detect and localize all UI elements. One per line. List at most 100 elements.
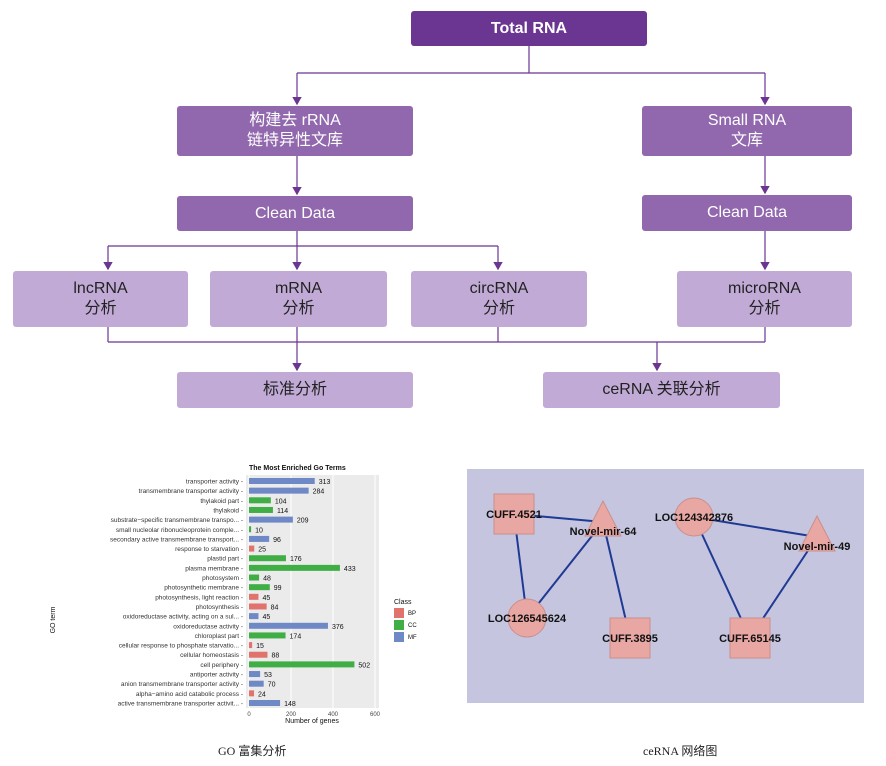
bar-4 [249,516,293,523]
y-tick-label: thylakoid - [213,507,243,514]
y-tick-label: plastid part - [207,556,243,563]
clean-data-right-box: Clean Data [642,195,852,231]
x-tick-label: 600 [370,712,381,718]
data-label: 209 [297,518,309,525]
data-label: 53 [264,672,272,679]
cerna-caption: ceRNA 网络图 [643,744,718,758]
y-tick-label: chloroplast part - [195,633,243,640]
data-label: 99 [274,585,282,592]
y-tick-label: thylakoid part - [200,498,243,505]
y-axis-label: GO term [50,606,57,633]
y-tick-label: photosynthesis, light reaction - [155,594,243,601]
node-square [609,617,651,659]
bar-23 [249,700,281,706]
bar-13 [249,603,267,610]
y-tick-label: cellular homeostasis - [180,652,243,659]
node-label: LOC126545624 [488,613,567,625]
y-tick-label: transporter activity - [186,479,243,486]
strand-specific-library-box: 构建去 rRNA 链特异性文库 [177,106,413,156]
y-tick-label: oxidoreductase activity, acting on a sul… [123,614,243,621]
node-label: Novel-mir-64 [570,526,638,538]
bar-7 [249,545,255,552]
bar-9 [249,564,340,571]
data-label: 45 [262,614,270,621]
y-tick-label: antiporter activity - [190,672,243,679]
data-label: 284 [313,489,325,496]
bar-0 [249,478,315,484]
clean-data-left-box: Clean Data [177,196,413,231]
node-label: CUFF.3895 [602,633,658,645]
x-tick-label: 200 [286,712,297,718]
node-square [493,493,535,535]
bar-22 [249,690,255,697]
legend-swatch-BP [394,608,404,618]
y-tick-label: plasma membrane - [185,565,243,572]
y-tick-label: anion transmembrane transporter activity… [121,681,243,688]
bar-21 [249,680,264,687]
data-label: 15 [256,643,264,650]
node-circle [674,497,714,537]
chart-title: The Most Enriched Go Terms [249,465,346,472]
y-tick-label: response to starvation - [175,546,243,553]
y-tick-label: cell periphery - [200,662,243,669]
x-tick-label: 400 [328,712,339,718]
legend-label: MF [408,635,417,641]
y-tick-label: secondary active transmembrane transport… [110,536,243,543]
small-rna-library-box: Small RNA 文库 [642,106,852,156]
bar-20 [249,671,261,678]
data-label: 174 [290,633,302,640]
y-tick-label: oxidoreductase activity - [173,623,243,630]
y-tick-label: cellular response to phosphate starvatio… [119,643,243,650]
microrna-box: microRNA 分析 [677,271,852,327]
y-tick-label: transmembrane transporter activity - [139,488,243,495]
bar-14 [249,613,259,620]
bar-17 [249,642,253,649]
data-label: 48 [263,576,271,583]
bar-5 [249,526,252,533]
data-label: 96 [273,537,281,544]
legend-title: Class [394,599,412,606]
node-square [729,617,771,659]
bar-3 [249,506,273,513]
mrna-box: mRNA 分析 [210,271,387,327]
bar-2 [249,497,271,504]
x-tick-label: 0 [247,712,251,718]
total-rna-box: Total RNA [411,11,647,46]
data-label: 10 [255,527,263,534]
node-label: LOC124342876 [655,512,733,524]
node-triangle [584,499,622,537]
cerna-analysis-box: ceRNA 关联分析 [543,372,780,408]
y-tick-label: alpha−amino acid catabolic process - [136,691,243,698]
x-axis-label: Number of genes [285,718,339,725]
node-circle [507,598,547,638]
circrna-box: circRNA 分析 [411,271,587,327]
data-label: 114 [277,508,288,515]
y-tick-label: photosynthesis - [196,604,243,611]
legend-swatch-MF [394,632,404,642]
y-tick-label: active transmembrane transporter activit… [118,701,243,708]
data-label: 45 [262,595,270,602]
data-label: 502 [358,662,370,669]
bar-10 [249,574,260,581]
legend-label: CC [408,623,417,629]
bar-8 [249,555,286,562]
data-label: 88 [271,653,279,660]
data-label: 176 [290,556,302,563]
y-tick-label: substrate−specific transmembrane transpo… [111,517,243,524]
go-caption: GO 富集分析 [218,744,287,758]
bar-11 [249,584,270,591]
bar-19 [249,661,355,668]
y-tick-label: photosynthetic membrane - [164,585,243,592]
node-triangle [798,514,836,552]
bar-12 [249,593,259,600]
data-label: 104 [275,498,287,505]
data-label: 24 [258,691,266,698]
bar-18 [249,651,268,658]
data-label: 70 [268,682,276,689]
node-label: Novel-mir-49 [784,541,851,553]
data-label: 376 [332,624,344,631]
node-label: CUFF.4521 [486,509,542,521]
